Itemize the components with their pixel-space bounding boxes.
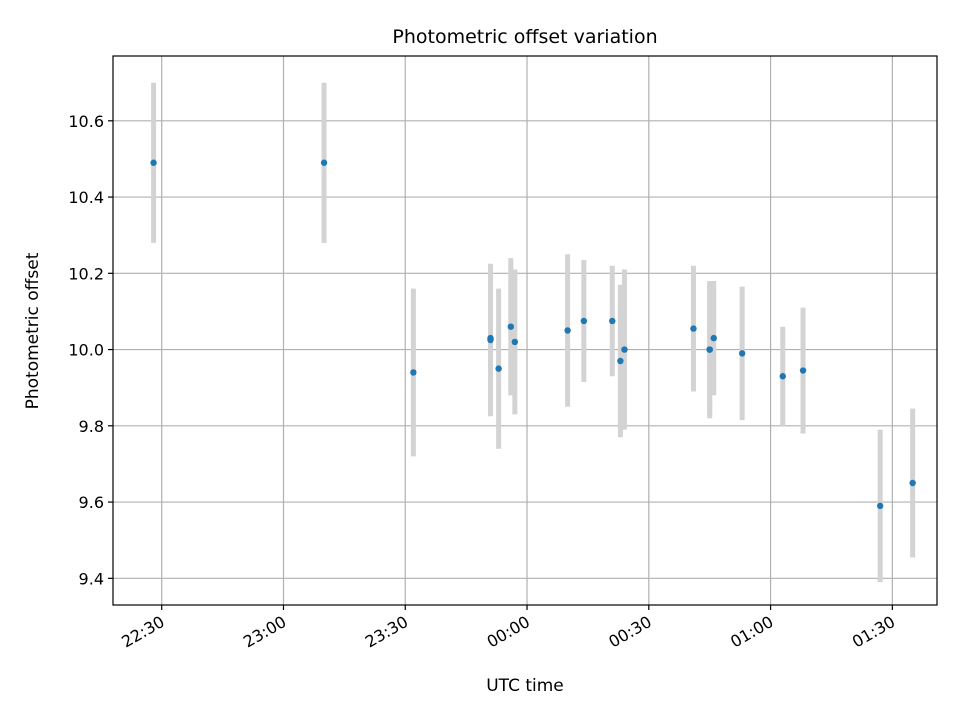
data-point [710, 334, 717, 342]
point-layer [150, 159, 916, 510]
data-point [564, 327, 571, 334]
y-tick-label: 10.2 [68, 264, 104, 283]
data-point [507, 323, 514, 330]
y-tick-label: 9.8 [79, 417, 104, 436]
data-point [876, 502, 884, 510]
y-tick-label: 10.4 [68, 188, 104, 207]
data-point [738, 350, 746, 357]
data-point [495, 365, 502, 372]
y-tick-label: 9.6 [79, 493, 104, 512]
data-point [580, 317, 588, 325]
chart-title: Photometric offset variation [392, 26, 657, 48]
x-axis-label: UTC time [486, 676, 564, 696]
data-point [909, 479, 916, 487]
y-tick-label: 9.4 [79, 569, 104, 588]
data-point [410, 369, 417, 376]
data-point [320, 159, 328, 166]
data-point [799, 367, 807, 374]
grid-layer [113, 56, 937, 605]
data-point [150, 159, 157, 166]
data-point [487, 336, 494, 344]
data-point [779, 373, 786, 380]
data-point [621, 346, 628, 353]
data-point [609, 317, 616, 325]
y-tick-label: 10.6 [68, 112, 104, 131]
data-point [617, 357, 624, 365]
data-point [511, 338, 519, 346]
plot-area-frame [112, 55, 938, 606]
y-axis-label: Photometric offset [23, 252, 43, 409]
data-point [690, 325, 697, 332]
y-tick-label: 10.0 [68, 341, 104, 360]
data-point [706, 346, 713, 353]
